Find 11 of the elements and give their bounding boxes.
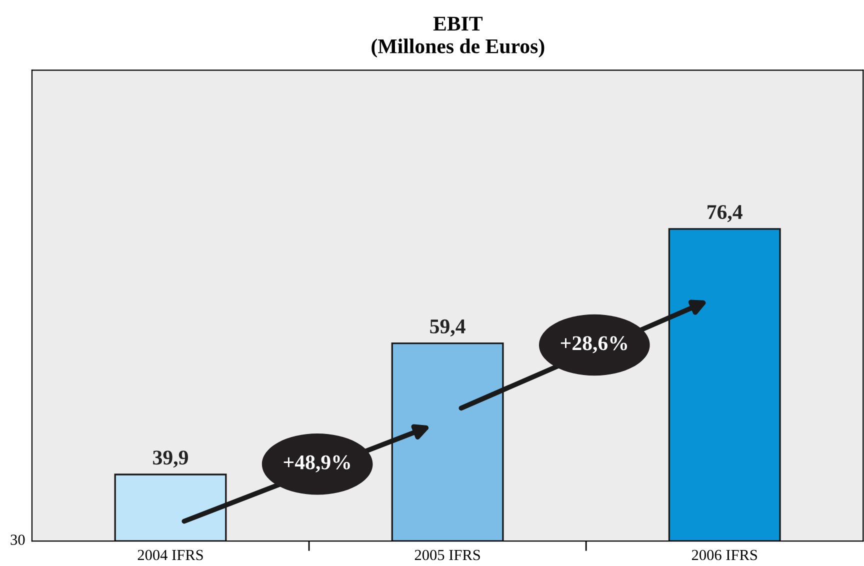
data-label: 39,9 [153, 450, 188, 468]
annotation: +48,9% [284, 455, 350, 472]
chart-subtitle: (Millones de Euros) [372, 38, 544, 58]
x-tick-label: 2004 IFRS [138, 550, 203, 560]
data-label: 76,4 [708, 205, 742, 222]
annotation: +28,6% [560, 336, 628, 354]
x-tick-label: 2005 IFRS [414, 550, 480, 560]
x-tick-label: 2006 IFRS [692, 550, 757, 560]
chart-title: EBIT [433, 16, 482, 31]
text: 30 [10, 534, 25, 545]
data-label: 59,4 [430, 319, 466, 336]
